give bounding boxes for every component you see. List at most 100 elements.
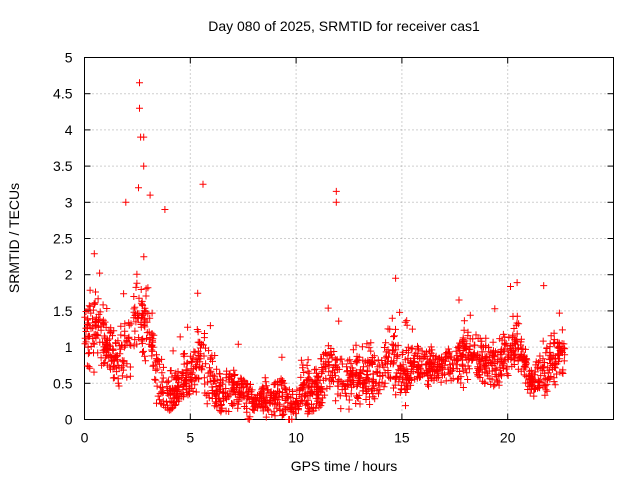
data-point — [173, 387, 181, 395]
data-point — [206, 364, 213, 372]
data-point — [158, 378, 166, 386]
data-point — [230, 372, 238, 379]
data-point — [437, 378, 445, 386]
data-point — [551, 381, 559, 389]
data-point — [172, 369, 180, 377]
data-point — [306, 376, 314, 383]
data-point — [89, 315, 96, 323]
data-point — [496, 351, 504, 359]
data-point — [491, 381, 499, 389]
data-point — [324, 304, 332, 312]
data-point — [304, 367, 312, 375]
data-point — [202, 360, 210, 368]
data-point — [146, 334, 154, 341]
data-point — [317, 355, 325, 363]
data-point — [160, 363, 167, 371]
data-point — [192, 364, 200, 372]
data-point — [121, 332, 129, 340]
data-point — [216, 397, 224, 405]
data-point — [535, 359, 542, 367]
data-point — [425, 382, 432, 390]
data-point — [320, 360, 328, 368]
data-point — [396, 389, 404, 396]
data-point — [123, 373, 131, 381]
data-point — [148, 341, 156, 349]
data-point — [155, 360, 163, 368]
data-point — [544, 364, 552, 372]
data-point — [278, 353, 286, 361]
data-point — [482, 334, 490, 342]
data-point — [281, 384, 289, 392]
data-point — [517, 341, 525, 349]
data-point — [345, 405, 353, 413]
data-point — [559, 366, 567, 374]
data-point — [151, 375, 159, 383]
data-point — [331, 362, 339, 370]
data-point — [284, 394, 292, 402]
data-point — [196, 358, 204, 366]
data-point — [163, 398, 170, 406]
data-point — [517, 367, 525, 375]
y-tick-label: 5 — [65, 50, 73, 66]
data-point — [455, 296, 463, 304]
data-point — [299, 364, 307, 372]
data-point — [500, 340, 508, 348]
data-point — [418, 347, 426, 355]
data-point — [541, 359, 549, 366]
data-point — [191, 348, 199, 356]
data-point — [191, 381, 199, 389]
data-point — [468, 356, 476, 364]
data-point — [349, 346, 357, 354]
data-point — [271, 412, 279, 420]
data-point — [300, 369, 308, 376]
data-point — [191, 374, 199, 381]
data-point — [459, 342, 467, 350]
data-point — [474, 350, 482, 358]
data-point — [391, 381, 399, 389]
data-point — [402, 402, 409, 410]
data-point — [114, 361, 122, 369]
data-point — [367, 347, 375, 355]
data-point — [358, 343, 366, 351]
data-point — [374, 381, 382, 389]
data-point — [392, 374, 400, 382]
data-point — [132, 318, 140, 326]
data-point — [545, 374, 553, 382]
y-tick-label: 2 — [65, 267, 73, 283]
data-point — [323, 384, 331, 392]
data-point — [488, 367, 496, 375]
data-point — [452, 347, 460, 355]
data-point — [211, 377, 219, 385]
data-point — [524, 379, 532, 387]
data-point — [139, 348, 146, 356]
data-point — [509, 312, 517, 320]
data-point — [496, 366, 504, 374]
chart-title: Day 080 of 2025, SRMTID for receiver cas… — [208, 18, 480, 34]
data-point — [206, 372, 214, 380]
data-point — [401, 318, 409, 326]
data-point — [120, 357, 128, 365]
data-point — [198, 340, 206, 348]
data-point — [396, 308, 404, 316]
data-point — [524, 386, 532, 393]
data-point — [219, 394, 227, 402]
data-point — [215, 382, 223, 389]
data-point — [491, 353, 499, 361]
data-point — [248, 399, 256, 407]
data-point — [433, 356, 441, 364]
data-point — [166, 367, 174, 375]
data-point — [94, 295, 102, 303]
data-point — [109, 374, 117, 382]
data-point — [264, 405, 271, 413]
data-point — [300, 379, 308, 387]
data-point — [390, 346, 398, 354]
data-point — [385, 353, 392, 361]
data-point — [84, 343, 92, 351]
data-point — [470, 341, 478, 349]
data-point — [113, 368, 121, 376]
data-point — [392, 325, 399, 333]
data-point — [478, 355, 486, 363]
data-point — [448, 353, 456, 361]
data-point — [504, 372, 512, 379]
